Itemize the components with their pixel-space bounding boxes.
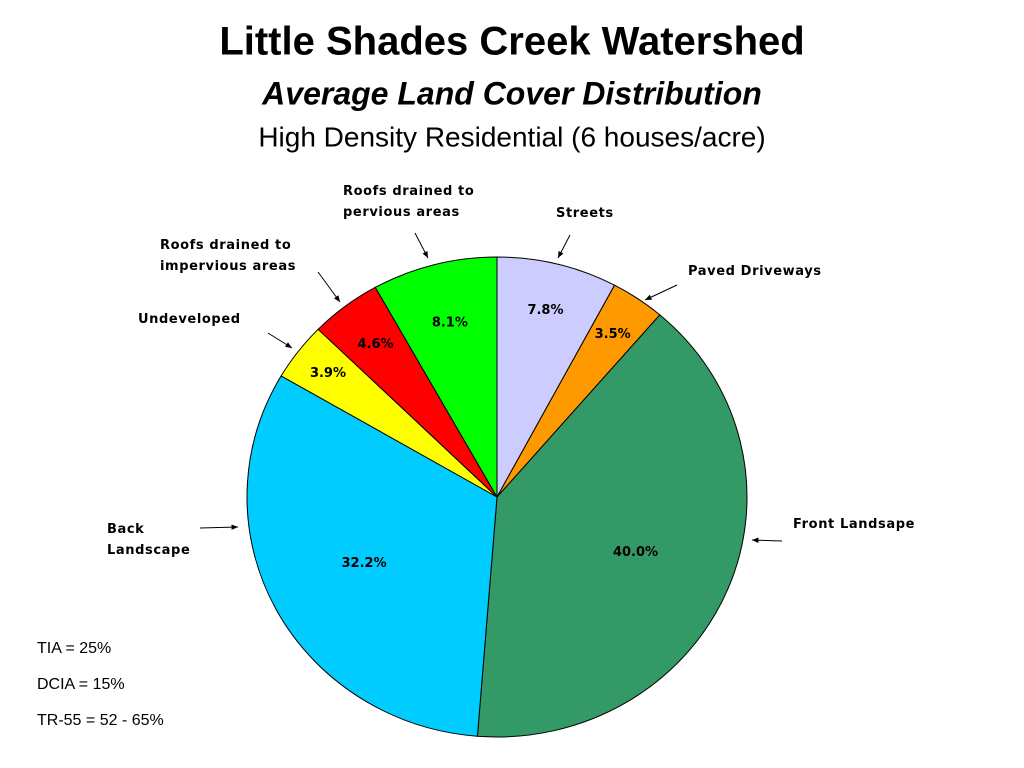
annotation: DCIA = 15% [37,676,125,693]
category-label: Paved Driveways [688,264,822,279]
chart-subtitle: High Density Residential (6 houses/acre) [258,121,765,152]
category-label: Streets [556,206,614,221]
arrow-head [558,251,564,258]
pie-slice [374,256,498,499]
category-label: Back Landscape [107,522,191,558]
pie-slice [476,314,748,738]
value-label: 40.0% [613,545,658,560]
value-label: 32.2% [342,556,387,571]
arrow-head [285,342,292,348]
chart-subtitle: Average Land Cover Distribution [261,75,762,111]
category-label: Undeveloped [138,312,241,327]
category-label: Front Landsape [793,517,916,532]
arrow-head [645,294,652,300]
value-label: 3.9% [310,366,346,381]
annotation: TIA = 25% [37,640,112,657]
arrow-head [333,295,340,302]
chart-title: Little Shades Creek Watershed [219,20,804,64]
value-label: 7.8% [527,303,563,318]
pie-slice [246,375,498,737]
pie-slice [496,256,616,499]
arrow-head [752,537,759,543]
category-label: Roofs drained to impervious areas [160,238,297,274]
value-label: 3.5% [595,327,631,342]
arrow-head [231,524,238,530]
category-label: Roofs drained to pervious areas [343,184,475,220]
arrow-head [422,251,428,258]
value-label: 8.1% [432,315,468,330]
annotation: TR-55 = 52 - 65% [37,712,164,729]
value-label: 4.6% [357,337,393,352]
